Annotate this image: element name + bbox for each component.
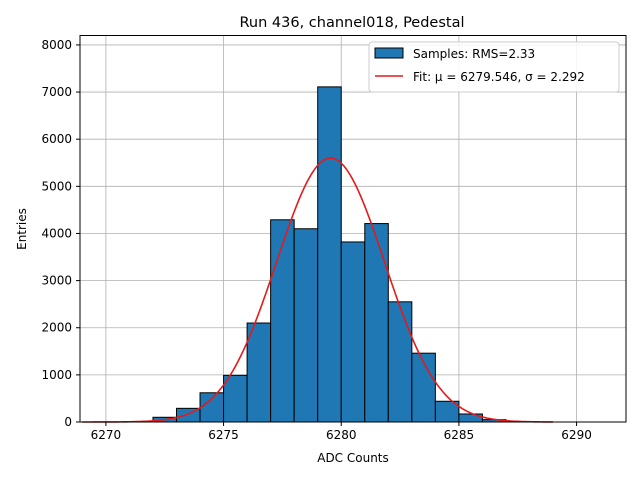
histogram-bar xyxy=(387,301,413,423)
legend-box xyxy=(368,41,620,93)
histogram-bar xyxy=(340,241,366,423)
y-tick-label: 3000 xyxy=(41,274,72,288)
histogram-bar xyxy=(317,86,342,423)
x-tick-label: 6285 xyxy=(444,428,475,442)
legend: Samples: RMS=2.33 Fit: μ = 6279.546, σ =… xyxy=(368,41,620,93)
legend-label-fit: Fit: μ = 6279.546, σ = 2.292 xyxy=(413,70,585,84)
histogram-bar xyxy=(364,223,389,423)
plot-frame xyxy=(79,35,627,423)
x-axis-label: ADC Counts xyxy=(317,451,389,465)
chart-title: Run 436, channel018, Pedestal xyxy=(239,15,464,31)
histogram-bars xyxy=(152,86,507,423)
legend-patch-histogram xyxy=(374,47,404,59)
x-tick-label: 6290 xyxy=(561,428,592,442)
y-axis-ticks: 0 1000 2000 3000 4000 5000 6000 7000 8000 xyxy=(41,38,80,429)
y-tick-label: 4000 xyxy=(41,226,72,240)
x-axis-ticks: 6270 6275 6280 6285 6290 xyxy=(91,422,592,442)
y-tick-label: 0 xyxy=(64,415,72,429)
histogram-bar xyxy=(246,322,272,423)
y-tick-label: 5000 xyxy=(41,179,72,193)
x-tick-label: 6275 xyxy=(208,428,239,442)
histogram-bar xyxy=(199,392,225,423)
y-tick-label: 8000 xyxy=(41,38,72,52)
fit-curve xyxy=(82,157,554,423)
y-axis-label: Entries xyxy=(15,208,29,250)
histogram-bar xyxy=(270,219,295,423)
y-tick-label: 2000 xyxy=(41,321,72,335)
y-tick-label: 6000 xyxy=(41,132,72,146)
legend-label-histogram: Samples: RMS=2.33 xyxy=(413,47,535,61)
x-tick-label: 6270 xyxy=(91,428,122,442)
histogram-bar xyxy=(293,228,319,423)
histogram-bar xyxy=(223,374,248,423)
x-tick-label: 6280 xyxy=(326,428,357,442)
y-tick-label: 7000 xyxy=(41,85,72,99)
y-tick-label: 1000 xyxy=(41,368,72,382)
